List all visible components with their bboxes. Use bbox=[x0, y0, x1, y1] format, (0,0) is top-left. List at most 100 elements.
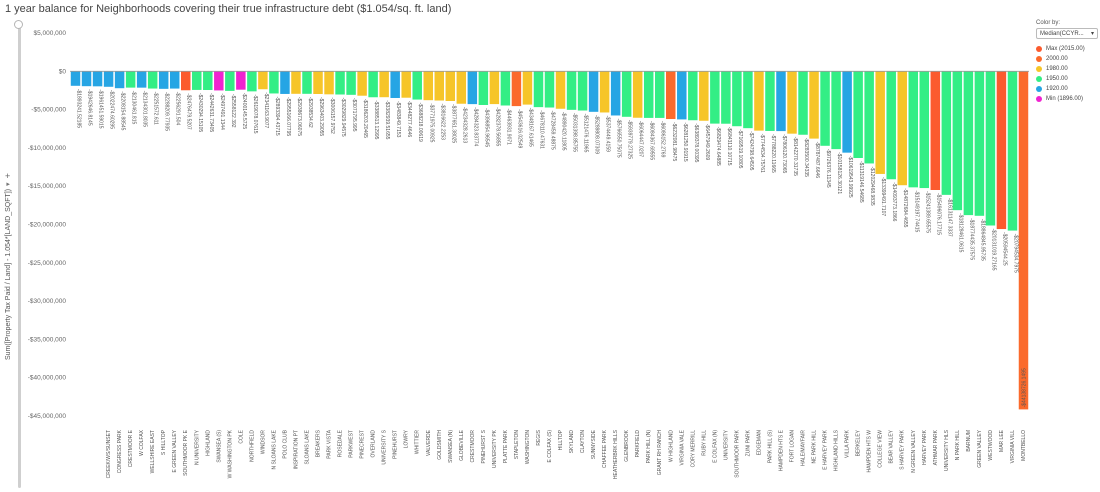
bar bbox=[820, 71, 830, 146]
x-tick-label: SWANSEA (S) bbox=[216, 430, 222, 463]
bar bbox=[136, 71, 147, 88]
x-tick-label: WASHINGTON bbox=[525, 430, 531, 465]
bar bbox=[478, 71, 489, 105]
bar-value-label: -$3448277.4646 bbox=[406, 101, 412, 138]
bar-value-label: -$4282378.56855 bbox=[494, 107, 500, 146]
bar bbox=[544, 71, 555, 108]
x-tick-label: ROSEDALE bbox=[338, 429, 344, 457]
legend-item[interactable]: Min (1896.00) bbox=[1036, 94, 1098, 104]
x-tick-label: GLENBROOK bbox=[624, 429, 630, 461]
axis-range-slider[interactable] bbox=[18, 22, 21, 488]
bar-value-label: -$6084367.69555 bbox=[649, 121, 655, 160]
legend-item[interactable]: 1920.00 bbox=[1036, 84, 1098, 94]
bar-value-label: -$8142270.31735 bbox=[792, 137, 798, 176]
legend-swatch bbox=[1036, 46, 1042, 52]
bar bbox=[158, 71, 169, 89]
legend-swatch bbox=[1036, 96, 1042, 102]
bar bbox=[236, 71, 246, 90]
bar bbox=[456, 71, 467, 104]
x-tick-label: UNIVERSITY PK bbox=[492, 429, 498, 468]
bar-value-label: -$3071795.995 bbox=[351, 98, 357, 132]
bar bbox=[302, 71, 312, 94]
legend-item[interactable]: 1950.00 bbox=[1036, 74, 1098, 84]
x-tick-label: SLOANS LAKE bbox=[304, 429, 310, 464]
bar bbox=[368, 71, 378, 98]
x-tick-label: GREEN VALLEY bbox=[977, 429, 983, 467]
bar bbox=[699, 71, 709, 121]
x-tick-label: WHITTIER bbox=[415, 430, 421, 455]
bar bbox=[930, 71, 941, 190]
bar bbox=[445, 71, 456, 101]
bar-value-label: -$2476479.5207 bbox=[186, 93, 192, 130]
bar bbox=[908, 71, 918, 188]
x-tick-label: PARKFIELD bbox=[635, 430, 641, 458]
bar bbox=[522, 71, 533, 105]
add-axis-button[interactable]: + bbox=[5, 171, 11, 181]
bar bbox=[379, 71, 389, 98]
bar-value-label: -$1893241.52185 bbox=[76, 89, 82, 128]
y-tick-label: -$35,000,000 bbox=[28, 336, 67, 343]
bar bbox=[280, 71, 290, 94]
y-tick-label: -$30,000,000 bbox=[28, 298, 67, 305]
x-tick-label: N SLOANS LAKE bbox=[271, 429, 277, 469]
y-tick-label: $5,000,000 bbox=[33, 30, 66, 37]
bar-value-label: -$2955166.07795 bbox=[285, 97, 291, 136]
bar-value-label: -$7744534.75761 bbox=[759, 134, 765, 173]
bar-value-label: -$5031398.85755 bbox=[572, 113, 578, 152]
bar bbox=[721, 71, 731, 124]
bar bbox=[610, 71, 621, 116]
x-tick-label: HIGHLAND bbox=[205, 430, 211, 456]
x-tick-label: PINEHURST S bbox=[481, 429, 487, 463]
legend-items: Max (2015.00) 2000.00 1980.00 1950.00 1920.0… bbox=[1036, 44, 1098, 104]
y-tick-label: -$10,000,000 bbox=[28, 145, 67, 152]
bar-value-label: -$14872684.4655 bbox=[902, 188, 908, 227]
x-tick-label: MONTBELLO bbox=[1021, 430, 1027, 461]
x-tick-label: VILLA PARK bbox=[845, 429, 851, 458]
x-tick-label: SKYLAND bbox=[569, 430, 575, 454]
legend-item[interactable]: Max (2015.00) bbox=[1036, 44, 1098, 54]
axis-range-handle[interactable] bbox=[14, 20, 23, 29]
bar bbox=[985, 71, 996, 226]
x-tick-label: E GREEN VALLEY bbox=[172, 429, 178, 472]
y-tick-label: -$15,000,000 bbox=[28, 183, 67, 190]
x-tick-label: CONGRESS PARK bbox=[117, 429, 123, 473]
x-tick-label: UNIVERSITY bbox=[723, 429, 729, 460]
x-tick-label: STAPLETON bbox=[514, 430, 520, 460]
bar bbox=[335, 71, 345, 95]
x-tick-label: PARK VISTA bbox=[327, 429, 333, 458]
x-tick-label: N UNIVERSITY bbox=[194, 429, 200, 465]
bar bbox=[853, 71, 863, 158]
bar-value-label: -$2963403.29055 bbox=[318, 97, 324, 136]
legend-item[interactable]: 1980.00 bbox=[1036, 64, 1098, 74]
bar-value-label: -$14093773.1866 bbox=[891, 182, 897, 221]
color-by-dropdown[interactable]: Median(CCYR... ▾ bbox=[1036, 28, 1098, 39]
chart-canvas: $5,000,000 $0 -$5,000,000 -$10,000,000 -$15,… bbox=[28, 30, 1029, 479]
x-tick-label: VALVERDE bbox=[426, 429, 432, 456]
x-tick-label: ATHMAR PARK bbox=[933, 429, 939, 465]
bar-value-label: -$5374449.4159 bbox=[605, 115, 611, 152]
x-tick-label: NORTHFIELD bbox=[249, 430, 255, 462]
bar-value-label: -$2256291.504 bbox=[175, 92, 181, 126]
bar-value-label: -$2938534.62 bbox=[307, 97, 313, 128]
y-tick-label: $0 bbox=[59, 68, 67, 75]
bar-value-label: -$5766550.75075 bbox=[616, 118, 622, 157]
bar bbox=[1007, 71, 1018, 231]
bar-value-label: -$18128461.0615 bbox=[957, 213, 963, 252]
x-tick-label: E COLFAX (S) bbox=[547, 430, 553, 463]
x-tick-label: W COLFAX bbox=[139, 429, 145, 456]
x-tick-label: HAMPDEN HTS E bbox=[778, 429, 784, 471]
bar-value-label: -$20794534.7975 bbox=[1012, 234, 1018, 273]
bar-value-label: -$4543616.02549 bbox=[516, 109, 522, 148]
bar-value-label: -$3483849.7153 bbox=[395, 101, 401, 138]
x-tick-label: VIRGINIA VALE bbox=[679, 429, 685, 465]
bar-value-label: -$3029829.94575 bbox=[340, 98, 346, 137]
legend-item[interactable]: 2000.00 bbox=[1036, 54, 1098, 64]
bar-value-label: -$9726376.11345 bbox=[825, 149, 831, 188]
bar-value-label: -$2288209.77935 bbox=[164, 92, 170, 131]
x-tick-label: HAMPDEN HTS W bbox=[867, 430, 873, 473]
x-tick-label: CREEK/WS/SUNSET bbox=[106, 430, 112, 478]
x-tick-label: HEATHERBRK HILLS bbox=[613, 429, 619, 479]
bar-value-label: -$6232081.98475 bbox=[671, 122, 677, 161]
bar bbox=[1018, 71, 1029, 410]
bar bbox=[313, 71, 323, 94]
